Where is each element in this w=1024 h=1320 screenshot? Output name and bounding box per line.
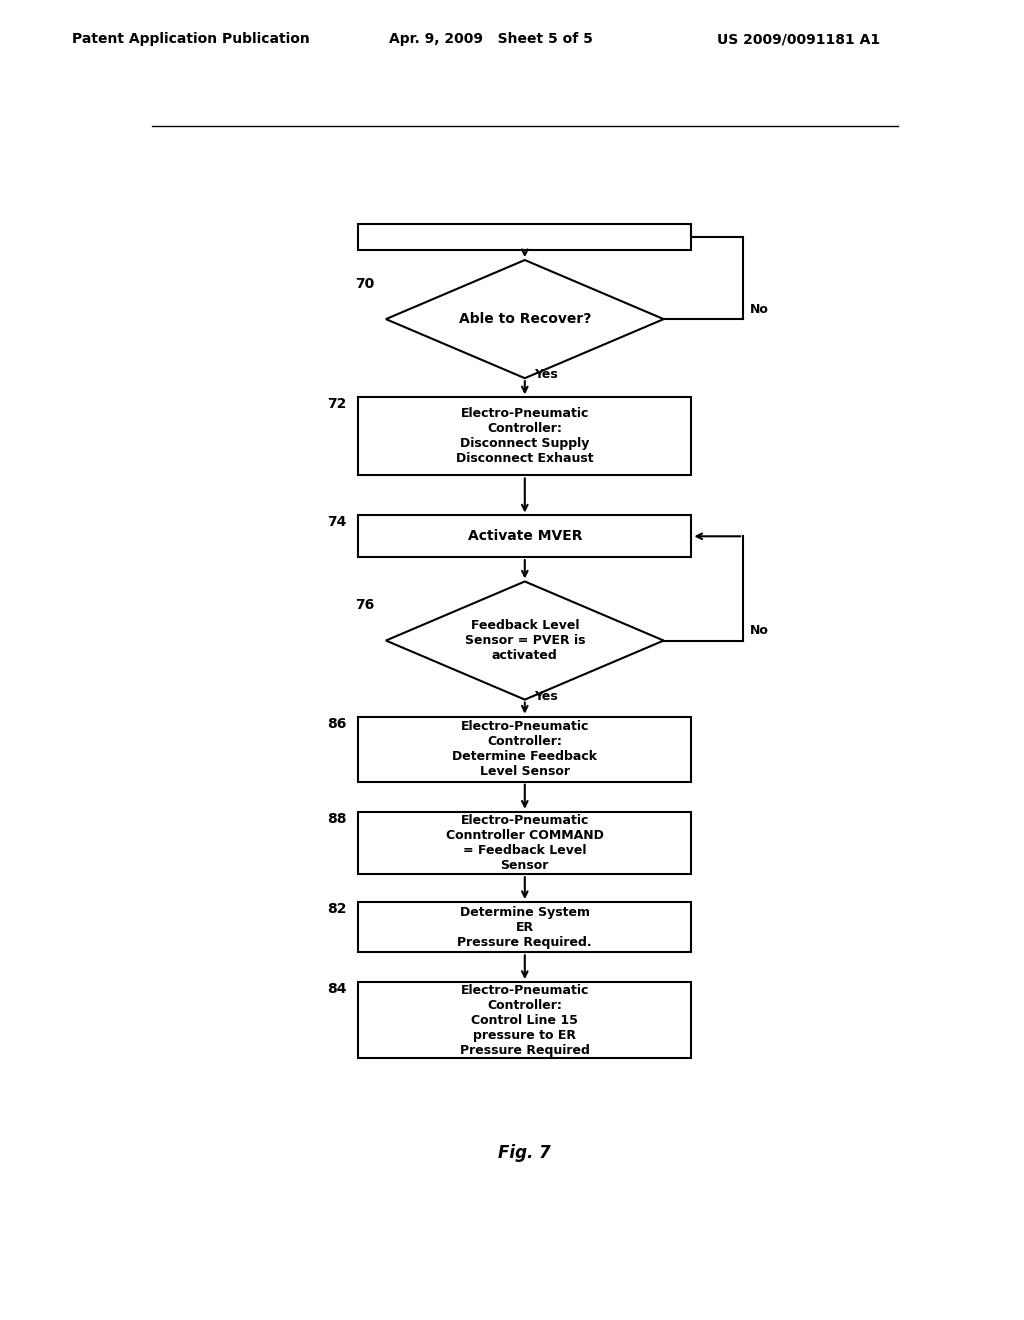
Bar bbox=[358, 902, 691, 953]
Text: No: No bbox=[750, 302, 768, 315]
Text: Electro-Pneumatic
Controller:
Disconnect Supply
Disconnect Exhaust: Electro-Pneumatic Controller: Disconnect… bbox=[456, 408, 594, 466]
Text: Patent Application Publication: Patent Application Publication bbox=[72, 32, 309, 46]
Text: 84: 84 bbox=[327, 982, 346, 997]
Bar bbox=[358, 515, 691, 557]
Text: Electro-Pneumatic
Conntroller COMMAND
= Feedback Level
Sensor: Electro-Pneumatic Conntroller COMMAND = … bbox=[445, 814, 604, 873]
Text: 72: 72 bbox=[327, 397, 346, 412]
Text: 74: 74 bbox=[327, 515, 346, 529]
Text: Yes: Yes bbox=[535, 368, 558, 380]
Text: Apr. 9, 2009   Sheet 5 of 5: Apr. 9, 2009 Sheet 5 of 5 bbox=[389, 32, 593, 46]
Text: US 2009/0091181 A1: US 2009/0091181 A1 bbox=[717, 32, 880, 46]
Text: 88: 88 bbox=[327, 812, 346, 826]
Text: 82: 82 bbox=[327, 902, 346, 916]
Text: Activate MVER: Activate MVER bbox=[468, 529, 582, 544]
Bar bbox=[358, 717, 691, 781]
Text: Determine System
ER
Pressure Required.: Determine System ER Pressure Required. bbox=[458, 906, 592, 949]
Text: Fig. 7: Fig. 7 bbox=[499, 1144, 551, 1162]
Text: Yes: Yes bbox=[535, 690, 558, 702]
Text: Electro-Pneumatic
Controller:
Control Line 15
pressure to ER
Pressure Required: Electro-Pneumatic Controller: Control Li… bbox=[460, 983, 590, 1057]
Bar bbox=[358, 397, 691, 475]
Bar bbox=[358, 982, 691, 1059]
Bar bbox=[358, 812, 691, 874]
Text: 76: 76 bbox=[354, 598, 374, 612]
Text: 86: 86 bbox=[327, 717, 346, 730]
Text: Able to Recover?: Able to Recover? bbox=[459, 312, 591, 326]
Bar bbox=[358, 223, 691, 249]
Text: Feedback Level
Sensor = PVER is
activated: Feedback Level Sensor = PVER is activate… bbox=[465, 619, 585, 663]
Text: 70: 70 bbox=[354, 277, 374, 290]
Text: Electro-Pneumatic
Controller:
Determine Feedback
Level Sensor: Electro-Pneumatic Controller: Determine … bbox=[453, 721, 597, 777]
Text: No: No bbox=[750, 624, 768, 638]
